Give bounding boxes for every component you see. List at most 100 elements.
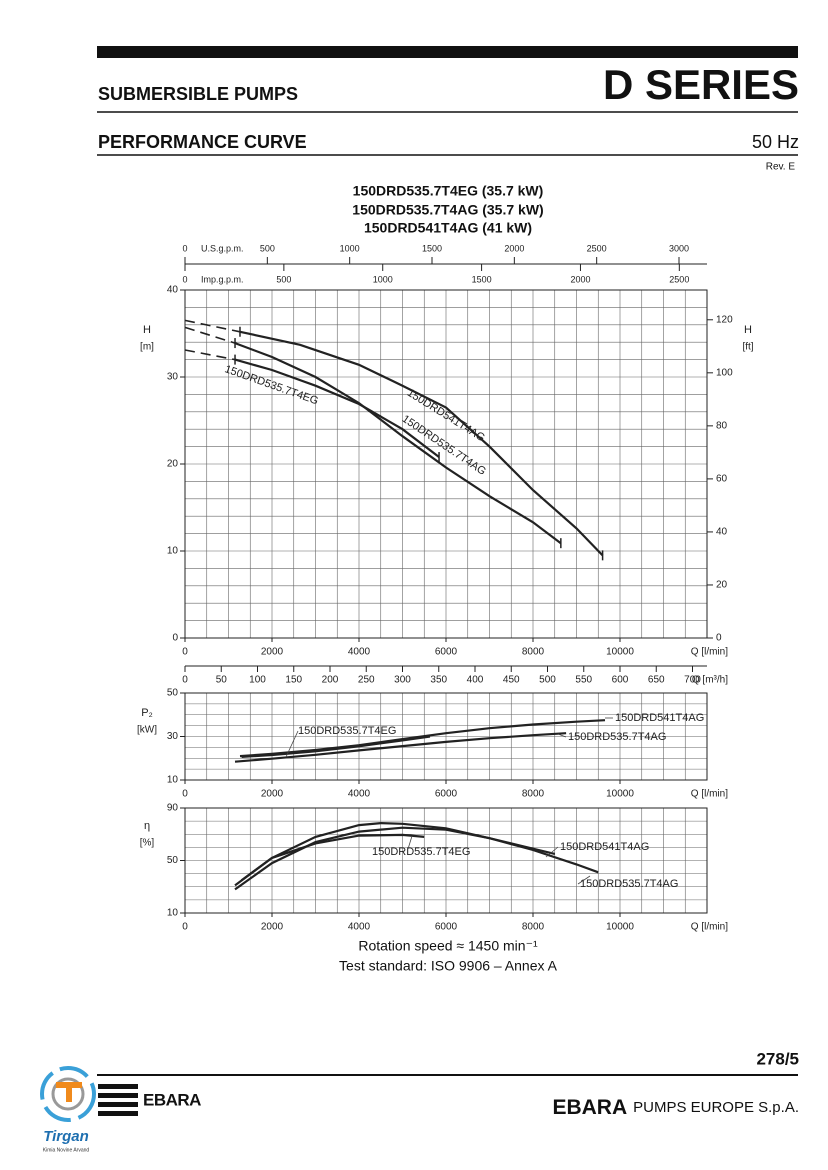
bottom-axis-tick-label: 400 [467, 675, 484, 686]
logo-text: EBARA [143, 1090, 201, 1109]
curve [234, 821, 556, 887]
x-tick-label: 8000 [522, 789, 545, 800]
y-axis-label: η [144, 820, 150, 832]
x-tick-label: 2000 [261, 647, 284, 658]
label-leader [577, 875, 591, 885]
x-tick-label: 0 [182, 789, 188, 800]
curve-label: 150DRD535.7T4EG [372, 846, 470, 858]
x-axis-label: Q [l/min] [691, 789, 728, 800]
top-axis-tick-label: 2500 [669, 274, 689, 284]
top-axis-tick-label: 0 [182, 243, 187, 253]
header-right: D SERIES [603, 61, 799, 108]
y2-tick-label: 40 [716, 527, 728, 538]
label-leader [545, 846, 559, 858]
curve-label: 150DRD535.7T4AG [568, 731, 666, 743]
header-left: SUBMERSIBLE PUMPS [98, 84, 298, 104]
chart-title: 150DRD535.7T4EG (35.7 kW) [353, 183, 544, 199]
y-tick-label: 30 [167, 372, 179, 383]
ebara-logo: EBARA [98, 1084, 202, 1116]
top-axis-tick-label: 500 [276, 274, 291, 284]
bottom-axis-tick-label: 300 [394, 675, 411, 686]
section-title: PERFORMANCE CURVE [98, 132, 307, 152]
top-axis-tick-label: 1500 [422, 243, 442, 253]
revision: Rev. E [766, 162, 796, 173]
top-axis-tick-label: 1500 [472, 274, 492, 284]
x-tick-label: 6000 [435, 647, 458, 658]
curve-label: 150DRD541T4AG [560, 841, 649, 853]
curve-extrapolated [184, 349, 236, 361]
y-tick-label: 0 [172, 633, 178, 644]
y2-tick-label: 100 [716, 367, 733, 378]
y-tick-label: 10 [167, 908, 179, 919]
footnote: Rotation speed ≈ 1450 min⁻¹ [358, 938, 538, 954]
y-tick-label: 90 [167, 803, 179, 814]
x-tick-label: 2000 [261, 922, 284, 933]
bottom-axis-tick-label: 500 [539, 675, 556, 686]
x-tick-label: 4000 [348, 922, 371, 933]
curve [234, 358, 440, 458]
y2-axis-unit: [ft] [742, 342, 753, 353]
curve [234, 732, 567, 763]
curve-extrapolated [184, 319, 241, 333]
company-bold: EBARA [552, 1096, 627, 1119]
top-axis-tick-label: 3000 [669, 243, 689, 253]
bottom-axis-tick-label: 200 [322, 675, 339, 686]
x-tick-label: 0 [182, 647, 188, 658]
top-axis-label: Imp.g.p.m. [201, 274, 244, 284]
y-tick-label: 10 [167, 775, 179, 786]
x-axis-label: Q [l/min] [691, 922, 728, 933]
top-axis-tick-label: 1000 [373, 274, 393, 284]
y-tick-label: 20 [167, 459, 179, 470]
company: EBARA PUMPS EUROPE S.p.A. [552, 1096, 799, 1119]
bottom-axis-tick-label: 250 [358, 675, 375, 686]
curve [240, 833, 425, 882]
curve [241, 735, 431, 758]
x-tick-label: 4000 [348, 789, 371, 800]
y2-tick-label: 60 [716, 474, 728, 485]
frequency: 50 Hz [752, 132, 799, 152]
badge-name: Tirgan [43, 1128, 89, 1145]
bottom-axis-tick-label: 600 [612, 675, 629, 686]
chart-title: 150DRD535.7T4AG (35.7 kW) [352, 202, 543, 218]
y-axis-unit: [kW] [137, 725, 157, 736]
y2-tick-label: 120 [716, 314, 733, 325]
x-tick-label: 8000 [522, 647, 545, 658]
x-tick-label: 6000 [435, 922, 458, 933]
x-tick-label: 10000 [606, 922, 634, 933]
y-tick-label: 50 [167, 688, 179, 699]
top-axis-tick-label: 1000 [340, 243, 360, 253]
curve-label: 150DRD535.7T4EG [298, 725, 396, 737]
footnote: Test standard: ISO 9906 – Annex A [339, 958, 558, 974]
bottom-axis-tick-label: 450 [503, 675, 520, 686]
y-axis-label: P₂ [141, 707, 153, 719]
x-tick-label: 6000 [435, 789, 458, 800]
bottom-axis-tick-label: 650 [648, 675, 665, 686]
tirgan-badge: Tirgan Kimia Novine Arvand [40, 1066, 96, 1153]
label-leader [557, 733, 567, 738]
x-tick-label: 2000 [261, 789, 284, 800]
chart-title: 150DRD541T4AG (41 kW) [364, 220, 532, 236]
y-tick-label: 10 [167, 546, 179, 557]
label-leader [285, 730, 299, 758]
bottom-axis-tick-label: 100 [249, 675, 266, 686]
y2-tick-label: 20 [716, 580, 728, 591]
badge-sub: Kimia Novine Arvand [43, 1147, 90, 1153]
y-axis-label: H [143, 324, 151, 336]
y-tick-label: 50 [167, 855, 179, 866]
top-axis-tick-label: 2500 [587, 243, 607, 253]
x-tick-label: 8000 [522, 922, 545, 933]
curve [234, 342, 562, 545]
y2-axis-label: H [744, 324, 752, 336]
top-rule [97, 46, 798, 58]
y-axis-unit: [m] [140, 342, 154, 353]
bottom-axis-tick-label: 550 [575, 675, 592, 686]
label-leader [407, 835, 413, 850]
y-axis-unit: [%] [140, 838, 155, 849]
bottom-axis-tick-label: 350 [430, 675, 447, 686]
curve-extrapolated [184, 326, 236, 344]
bottom-axis-tick-label: 50 [216, 675, 228, 686]
curve-label: 150DRD535.7T4AG [580, 878, 678, 890]
x-tick-label: 0 [182, 922, 188, 933]
y2-tick-label: 80 [716, 420, 728, 431]
y-tick-label: 30 [167, 731, 179, 742]
